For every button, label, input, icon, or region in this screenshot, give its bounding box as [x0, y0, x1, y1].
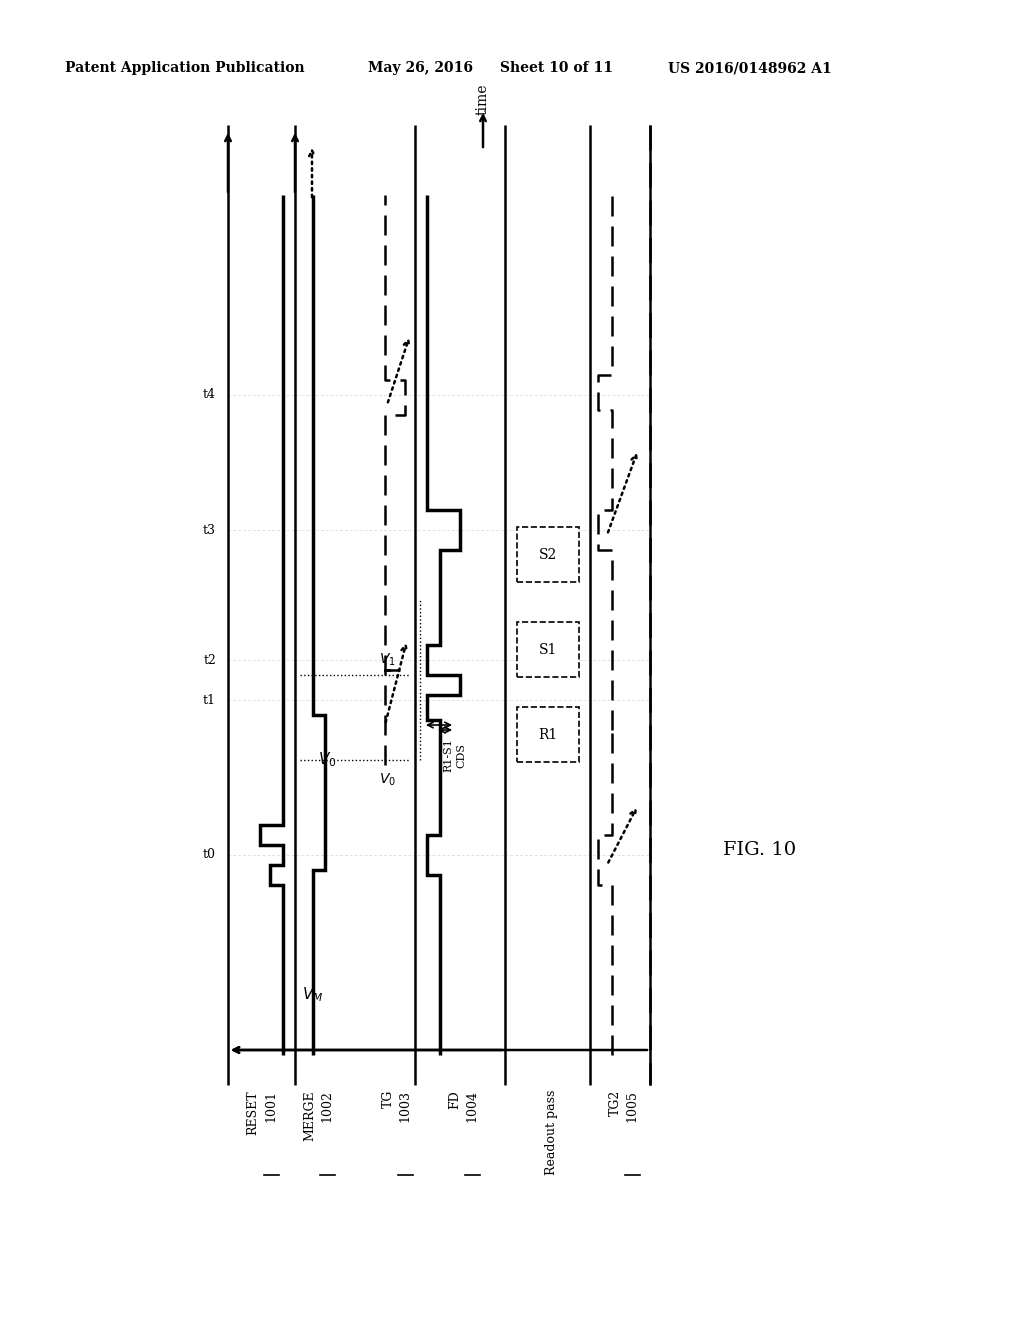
- Text: t2: t2: [203, 653, 216, 667]
- Text: 1004: 1004: [466, 1090, 478, 1122]
- Text: $V_0$: $V_0$: [379, 772, 395, 788]
- Text: 1001: 1001: [264, 1090, 278, 1122]
- Text: R1-S1: R1-S1: [443, 738, 453, 772]
- Text: $V_M$: $V_M$: [302, 986, 324, 1005]
- Text: 1003: 1003: [398, 1090, 412, 1122]
- Text: TG2: TG2: [608, 1090, 622, 1117]
- Text: t0: t0: [203, 849, 216, 862]
- Text: MERGE: MERGE: [303, 1090, 316, 1140]
- Text: t3: t3: [203, 524, 216, 536]
- Text: Patent Application Publication: Patent Application Publication: [65, 61, 304, 75]
- Text: US 2016/0148962 A1: US 2016/0148962 A1: [668, 61, 831, 75]
- Text: Readout pass: Readout pass: [546, 1090, 558, 1175]
- Bar: [517, 527, 579, 582]
- Text: Sheet 10 of 11: Sheet 10 of 11: [500, 61, 613, 75]
- Text: t1: t1: [203, 693, 216, 706]
- Text: RESET: RESET: [247, 1090, 259, 1135]
- Bar: [517, 622, 579, 677]
- Bar: [517, 708, 579, 762]
- Text: FD: FD: [449, 1090, 462, 1109]
- Text: CDS: CDS: [456, 742, 466, 767]
- Text: R1: R1: [539, 729, 558, 742]
- Text: S1: S1: [539, 643, 557, 657]
- Text: 1005: 1005: [626, 1090, 639, 1122]
- Text: TG: TG: [382, 1090, 394, 1109]
- Text: May 26, 2016: May 26, 2016: [368, 61, 473, 75]
- Text: time: time: [476, 83, 490, 115]
- Text: t4: t4: [203, 388, 216, 401]
- Text: $V_1$: $V_1$: [379, 652, 395, 668]
- Text: 1002: 1002: [321, 1090, 334, 1122]
- Text: S2: S2: [539, 548, 557, 562]
- Text: FIG. 10: FIG. 10: [723, 841, 797, 859]
- Text: $V_0$: $V_0$: [317, 751, 336, 770]
